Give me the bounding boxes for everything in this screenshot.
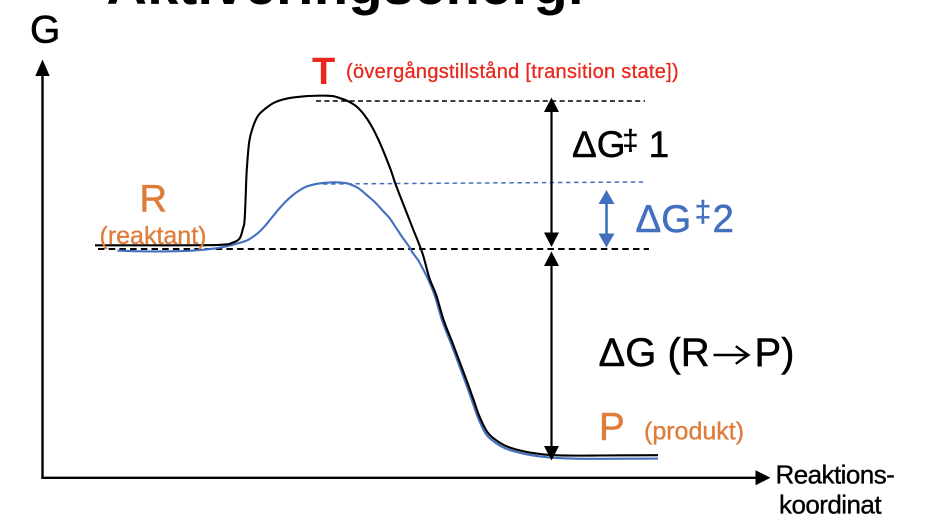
svg-text:(produkt): (produkt) [644, 418, 744, 446]
svg-text:R: R [140, 178, 167, 220]
svg-text:koordinat: koordinat [779, 490, 882, 520]
svg-text:(övergångstillstånd [transitio: (övergångstillstånd [transition state]) [346, 61, 679, 83]
svg-text:ΔG‡ 1: ΔG‡ 1 [572, 124, 669, 165]
svg-text:Aktiveringsenergi: Aktiveringsenergi [107, 0, 584, 16]
svg-text:ΔG (R: ΔG (R [599, 331, 710, 375]
svg-text:P: P [599, 406, 625, 449]
svg-text:P): P) [755, 331, 795, 375]
svg-text:G: G [30, 8, 60, 51]
svg-text:Reaktions-: Reaktions- [776, 460, 895, 490]
svg-text:T: T [312, 51, 335, 93]
svg-text:ΔG‡ 2: ΔG ‡ 2 [636, 196, 734, 241]
svg-text:(reaktant): (reaktant) [100, 222, 207, 250]
